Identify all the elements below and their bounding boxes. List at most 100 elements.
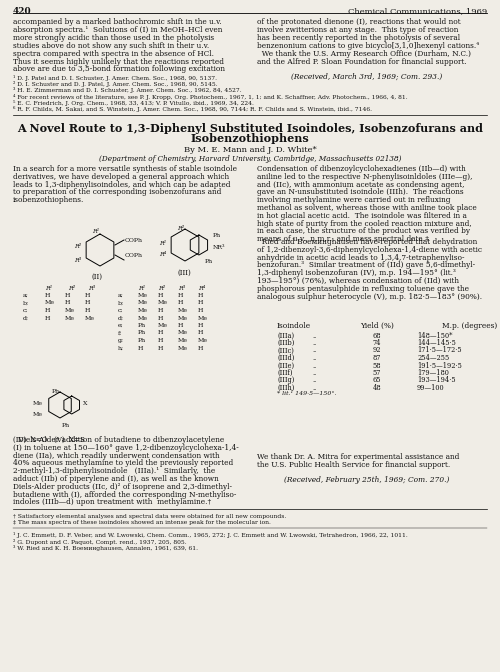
Text: H: H [85,293,90,298]
Text: Me: Me [65,308,75,313]
Text: Diels-Alder addition of butadiene to dibenzoylacetylene: Diels-Alder addition of butadiene to dib… [13,436,224,444]
Text: derivatives, we have developed a general approach which: derivatives, we have developed a general… [13,173,229,181]
Text: above are due to 3,5-bond formation following excitation: above are due to 3,5-bond formation foll… [13,65,225,73]
Text: ..: .. [312,331,316,339]
Text: † Satisfactory elemental analyses and spectral data were obtained for all new co: † Satisfactory elemental analyses and sp… [13,514,286,519]
Text: Ph: Ph [62,423,70,428]
Text: 144—145·5: 144—145·5 [417,339,456,347]
Text: butadiene with (I), afforded the corresponding N-methyliso-: butadiene with (I), afforded the corresp… [13,491,236,499]
Text: R⁴: R⁴ [198,286,205,291]
Text: Chemical Communications, 1969: Chemical Communications, 1969 [348,7,487,15]
Text: Me: Me [65,315,75,321]
Text: ⁵ E. C. Friedrich, J. Org. Chem., 1968, 33, 413; V. P. Vitullo, ibid., 1969, 34,: ⁵ E. C. Friedrich, J. Org. Chem., 1968, … [13,100,254,106]
Text: (IIIb): (IIIb) [277,339,294,347]
Text: b;: b; [118,300,124,306]
Text: We thank Dr. A. Mitra for experimental assistance and: We thank Dr. A. Mitra for experimental a… [257,453,460,461]
Text: the U.S. Public Health Service for financial support.: the U.S. Public Health Service for finan… [257,461,450,469]
Text: of 1,2-dibenzoyl-3,6-diphenylcyclohexa-1,4-diene with acetic: of 1,2-dibenzoyl-3,6-diphenylcyclohexa-1… [257,246,482,254]
Text: (⁠Received, February 25th, 1969; Com. 270.): (⁠Received, February 25th, 1969; Com. 27… [284,476,450,485]
Text: 65: 65 [373,376,382,384]
Text: Condensation of dibenzoylcyclohexadienes (IIb—d) with: Condensation of dibenzoylcyclohexadienes… [257,165,466,173]
Text: Me: Me [198,315,208,321]
Text: (IIIg): (IIIg) [277,376,294,384]
Text: Me: Me [138,315,148,321]
Text: Isoindole: Isoindole [277,322,311,330]
Text: (Department of Chemistry, Harvard University, Cambridge, Massachusetts 02138): (Department of Chemistry, Harvard Univer… [99,155,401,163]
Text: d;: d; [118,315,124,321]
Text: adduct (IIb) of piperylene and (I), as well as the known: adduct (IIb) of piperylene and (I), as w… [13,475,219,483]
Text: c;: c; [118,308,124,313]
Text: involve zwitterions at any stage.  This type of reaction: involve zwitterions at any stage. This t… [257,26,458,34]
Text: 179—180: 179—180 [417,369,449,377]
Text: spectra compared with spectra in the absence of HCl.: spectra compared with spectra in the abs… [13,50,214,58]
Text: e;: e; [118,323,124,328]
Text: Ph: Ph [52,389,60,394]
Text: A Novel Route to 1,3-Diphenyl Substituted Isoindoles, Isobenzofurans and: A Novel Route to 1,3-Diphenyl Substitute… [17,123,483,134]
Text: (IIIa): (IIIa) [277,331,294,339]
Text: to preparation of the corresponding isobenzofurans and: to preparation of the corresponding isob… [13,188,222,196]
Text: more strongly acidic than those used in the photolysis: more strongly acidic than those used in … [13,34,214,42]
Text: (III): (III) [177,269,191,277]
Text: H: H [65,300,70,306]
Text: H: H [158,338,164,343]
Text: ³ H. E. Zimmerman and D. I. Schuster, J. Amer. Chem. Soc., 1962, 84, 4527.: ³ H. E. Zimmerman and D. I. Schuster, J.… [13,87,241,93]
Text: Me: Me [178,331,188,335]
Text: R²: R² [158,286,165,291]
Text: ..: .. [312,376,316,384]
Text: in each case, the structure of the product was verified by: in each case, the structure of the produ… [257,227,470,235]
Text: ..: .. [312,339,316,347]
Text: COPh: COPh [125,238,143,243]
Text: indoles (IIIb—d) upon treatment with  methylamine.†: indoles (IIIb—d) upon treatment with met… [13,499,211,507]
Text: (IIIc): (IIIc) [277,347,294,355]
Text: 40% aqueous methylamine to yield the previously reported: 40% aqueous methylamine to yield the pre… [13,460,233,468]
Text: ..: .. [312,369,316,377]
Text: 2-methyl-1,3-diphenylisoindole   (IIIa).¹  Similarly,  the: 2-methyl-1,3-diphenylisoindole (IIIa).¹ … [13,467,215,475]
Text: c;: c; [23,308,28,313]
Text: benzofuran.³  Similar treatment of (IId) gave 5,6-dimethyl-: benzofuran.³ Similar treatment of (IId) … [257,261,475,269]
Text: R³: R³ [178,286,185,291]
Text: 193—195°) (76%), whereas condensation of (IId) with: 193—195°) (76%), whereas condensation of… [257,277,459,285]
Text: H: H [178,323,184,328]
Text: d;: d; [23,315,29,321]
Text: benzenonium cations to give bicyclo[3,1,0]hexenyl cations.⁴: benzenonium cations to give bicyclo[3,1,… [257,42,479,50]
Text: R⁴: R⁴ [159,252,166,257]
Text: 420: 420 [13,7,32,16]
Text: R¹: R¹ [138,286,145,291]
Text: in hot glacial acetic acid.  The isoindole was filtered in a: in hot glacial acetic acid. The isoindol… [257,212,467,220]
Text: ² D. I. Schuster and D. J. Patel, J. Amer. Chem. Soc., 1968, 90, 5145.: ² D. I. Schuster and D. J. Patel, J. Ame… [13,81,218,87]
Text: Ph: Ph [138,331,146,335]
Text: 171·5—172·5: 171·5—172·5 [417,347,462,355]
Text: ‡ The mass spectra of these isoindoles showed an intense peak for the molecular : ‡ The mass spectra of these isoindoles s… [13,520,271,526]
Text: ³ W. Ried and K. H. Boeминghausen, Annalen, 1961, 639, 61.: ³ W. Ried and K. H. Boeминghausen, Annal… [13,545,198,551]
Text: involving methylamine were carried out in refluxing: involving methylamine were carried out i… [257,196,450,204]
Text: M.p. (degrees): M.p. (degrees) [442,322,497,330]
Text: isobenzothiophens.: isobenzothiophens. [13,196,85,204]
Text: H: H [158,331,164,335]
Text: H: H [85,300,90,306]
Text: Me: Me [33,412,43,417]
Text: absorption spectra.¹  Solutions of (I) in MeOH–HCl even: absorption spectra.¹ Solutions of (I) in… [13,26,222,34]
Text: Me: Me [198,338,208,343]
Text: R²: R² [178,226,184,231]
Text: phosphorous pentasulphide in refluxing toluene gave the: phosphorous pentasulphide in refluxing t… [257,285,469,293]
Text: Me: Me [138,300,148,306]
Text: 68: 68 [373,331,382,339]
Text: b;: b; [23,300,29,306]
Text: (II): (II) [92,273,103,281]
Text: and (IIc), with ammonium acetate as condensing agent,: and (IIc), with ammonium acetate as cond… [257,181,464,189]
Text: COPh: COPh [125,253,143,258]
Text: Me: Me [178,315,188,321]
Text: Me: Me [178,338,188,343]
Text: We thank the U.S. Army Research Office (Durham, N.C.): We thank the U.S. Army Research Office (… [257,50,471,58]
Text: diene (IIa), which readily underwent condensation with: diene (IIa), which readily underwent con… [13,452,220,460]
Text: a;: a; [23,293,29,298]
Text: H: H [45,293,51,298]
Text: h;: h; [118,345,124,351]
Text: has been recently reported in the photolysis of several: has been recently reported in the photol… [257,34,460,42]
Text: 48: 48 [372,384,382,392]
Text: and the Alfred P. Sloan Foundation for financial support.: and the Alfred P. Sloan Foundation for f… [257,58,467,65]
Text: (⁠Received, March 3rd, 1969; Com. 293.): (⁠Received, March 3rd, 1969; Com. 293.) [292,73,442,81]
Text: ¹ J. C. Emmett, D. F. Veber, and W. Lwowski, Chem. Comm., 1965, 272; J. C. Emmet: ¹ J. C. Emmett, D. F. Veber, and W. Lwow… [13,532,408,538]
Text: H: H [138,345,143,351]
Text: leads to 1,3-diphenylisoindoles, and which can be adapted: leads to 1,3-diphenylisoindoles, and whi… [13,181,230,189]
